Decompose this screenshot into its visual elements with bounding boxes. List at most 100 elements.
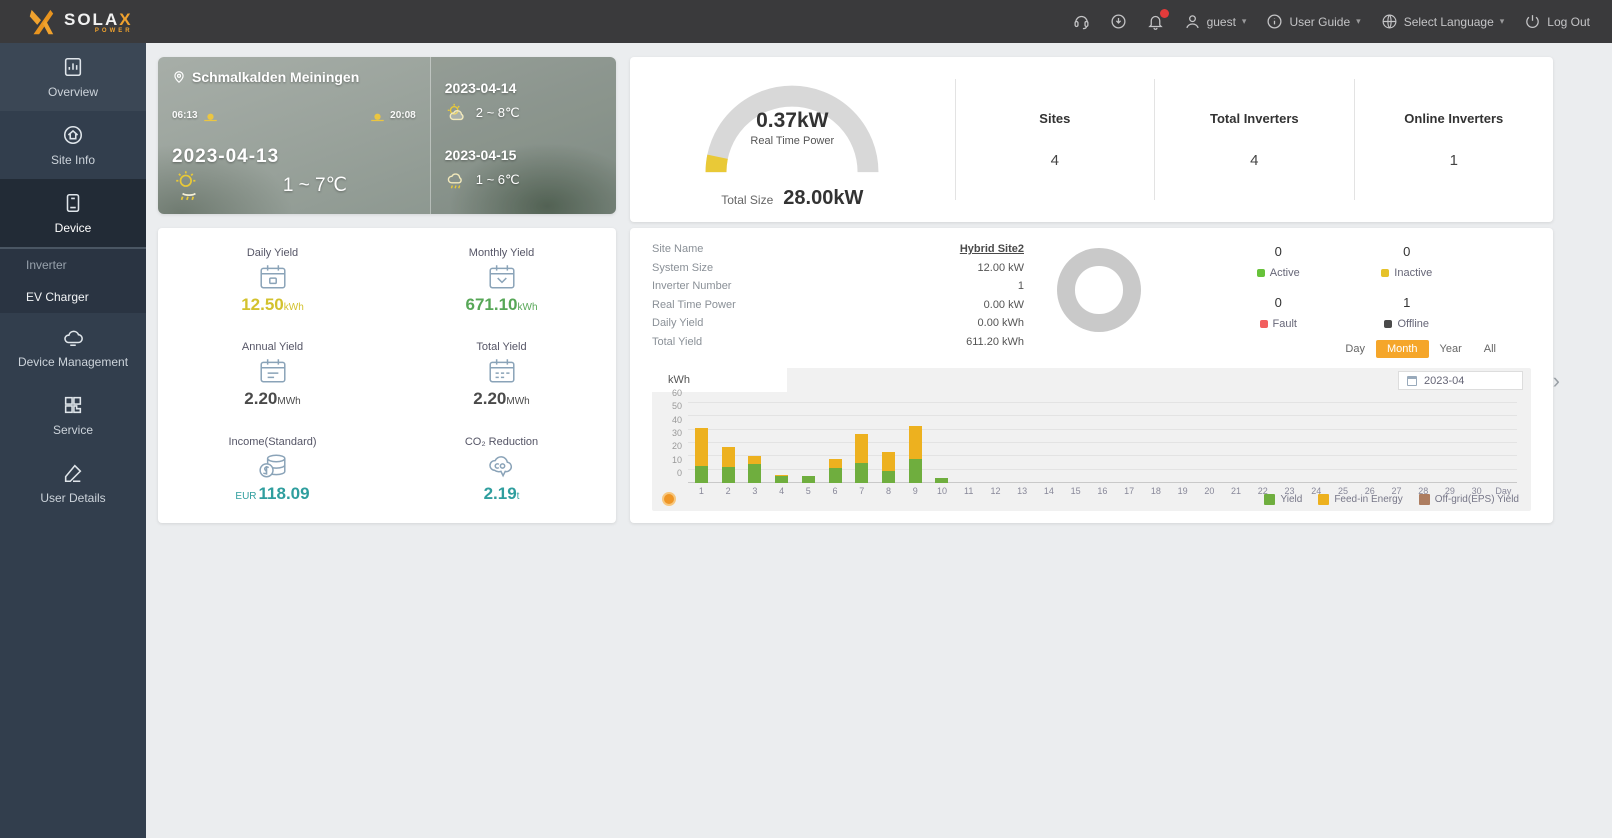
bar-stack[interactable]	[989, 403, 1002, 483]
support-headset-icon[interactable]	[1073, 13, 1090, 30]
sidebar-item-device[interactable]: Device	[0, 179, 146, 247]
value-number: 671.10	[465, 295, 518, 315]
range-button-all[interactable]: All	[1483, 343, 1496, 355]
bar-stack[interactable]	[748, 403, 762, 483]
bar-segment-feed-in-energy	[882, 452, 895, 471]
bar-stack[interactable]	[694, 403, 708, 483]
legend-label: Feed-in Energy	[1334, 493, 1403, 505]
bar-stack[interactable]	[1310, 403, 1323, 483]
cloud-icon	[62, 326, 84, 348]
power-summary-card: 0.37kW Real Time Power Total Size 28.00k…	[630, 57, 1553, 222]
chart-help-icon[interactable]	[662, 492, 676, 506]
expand-panel-chevron-icon[interactable]: ›	[1552, 368, 1560, 393]
bar-stack[interactable]	[1016, 403, 1029, 483]
yield-tile-daily-yield: Daily Yield 12.50kWh	[158, 234, 387, 328]
legend-item-feed-in-energy[interactable]: Feed-in Energy	[1318, 493, 1403, 505]
bar-stack[interactable]	[1203, 403, 1216, 483]
yield-tile-value: 2.20MWh	[244, 389, 300, 409]
bar-stack[interactable]	[935, 403, 949, 483]
bar-stack[interactable]	[1230, 403, 1243, 483]
device-icon	[62, 192, 84, 214]
x-axis-tick: 5	[805, 486, 811, 496]
x-axis-tick: 3	[752, 486, 758, 496]
brand-logo[interactable]: SOLAX POWER	[26, 7, 133, 37]
bar-stack[interactable]	[1336, 403, 1349, 483]
logout-button[interactable]: Log Out	[1524, 13, 1590, 30]
bar-stack[interactable]	[1256, 403, 1269, 483]
range-button-year[interactable]: Year	[1439, 343, 1462, 355]
sidebar-item-service[interactable]: Service	[0, 381, 146, 449]
value-number: 2.20	[473, 389, 507, 409]
stat-sites: Sites 4	[954, 79, 1154, 200]
bar-stack[interactable]	[828, 403, 842, 483]
forecast-row: 1 ~ 6℃	[445, 169, 602, 191]
x-axis-tick: 12	[990, 486, 1001, 496]
bar-slot-day-22	[1249, 403, 1276, 483]
bar-stack[interactable]	[962, 403, 975, 483]
bar-stack[interactable]	[1042, 403, 1055, 483]
x-axis-tick: 13	[1017, 486, 1028, 496]
bar-segment-feed-in-energy	[694, 428, 708, 466]
y-axis-tick: 60	[671, 388, 682, 398]
sidebar-item-site-info[interactable]: Site Info	[0, 111, 146, 179]
x-axis-tick: 19	[1177, 486, 1188, 496]
x-axis-tick: 21	[1231, 486, 1242, 496]
month-picker[interactable]: 2023-04	[1398, 371, 1523, 390]
bar-stack[interactable]	[1470, 403, 1483, 483]
bar-stack[interactable]	[721, 403, 735, 483]
bar-stack[interactable]	[1363, 403, 1376, 483]
sidebar-item-label: Device	[54, 221, 92, 235]
user-menu[interactable]: guest ▾	[1184, 13, 1246, 30]
bars-layer	[688, 403, 1517, 483]
bar-stack[interactable]	[1149, 403, 1162, 483]
site-detail-card: Site Name Hybrid Site2 System Size 12.00 kW…	[630, 228, 1553, 523]
status-dot	[1384, 320, 1393, 328]
tab-kwh[interactable]: kWh	[652, 368, 787, 393]
bar-segment-yield	[882, 471, 895, 483]
yield-tile-value: EUR 118.09	[235, 484, 309, 504]
bar-stack[interactable]	[1417, 403, 1430, 483]
legend-item-off-grid-eps-yield[interactable]: Off-grid(EPS) Yield	[1418, 493, 1519, 505]
site-info-row: Site Name Hybrid Site2	[652, 240, 1024, 259]
bar-stack[interactable]	[1069, 403, 1082, 483]
app-download-icon[interactable]	[1110, 13, 1127, 30]
bar-stack[interactable]	[1443, 403, 1456, 483]
site-info-label: Inverter Number	[652, 280, 732, 292]
sidebar-item-overview[interactable]: Overview	[0, 43, 146, 111]
bar-slot-day-14	[1036, 403, 1063, 483]
x-axis-tick: 28	[1418, 486, 1429, 496]
bar-stack[interactable]	[1390, 403, 1403, 483]
bar-stack[interactable]	[801, 403, 815, 483]
bar-stack[interactable]	[855, 403, 869, 483]
weather-date: 2023-04-13	[172, 146, 280, 167]
status-offline: 1 Offline	[1343, 295, 1472, 333]
yield-tile-label: Annual Yield	[241, 341, 304, 354]
value-number: 2.19	[483, 483, 517, 503]
sun-rain-icon	[176, 171, 196, 201]
bar-stack[interactable]	[1283, 403, 1296, 483]
user-guide-menu[interactable]: User Guide ▾	[1266, 13, 1361, 30]
notification-bell-icon[interactable]	[1147, 9, 1169, 30]
sidebar-item-device-management[interactable]: Device Management	[0, 313, 146, 381]
sidebar-item-user-details[interactable]: User Details	[0, 449, 146, 517]
user-person-icon	[1184, 13, 1201, 30]
site-info-value[interactable]: Hybrid Site2	[959, 243, 1024, 255]
bar-stack[interactable]	[1123, 403, 1136, 483]
total-size-label: Total Size	[721, 193, 774, 207]
range-button-day[interactable]: Day	[1345, 343, 1365, 355]
bar-segment-yield	[855, 463, 869, 483]
bar-stack[interactable]	[882, 403, 895, 483]
sidebar-subitem-ev-charger[interactable]: EV Charger	[26, 290, 89, 304]
bar-stack[interactable]	[1176, 403, 1189, 483]
legend-item-yield[interactable]: Yield	[1264, 493, 1302, 505]
bar-stack[interactable]	[908, 403, 922, 483]
bar-stack[interactable]	[775, 403, 789, 483]
status-label-text: Inactive	[1394, 267, 1433, 279]
sunset-time: 20:08	[390, 110, 416, 121]
bar-stack[interactable]	[1096, 403, 1109, 483]
stat-value: 1	[1449, 151, 1458, 169]
range-button-month[interactable]: Month	[1375, 340, 1429, 358]
sidebar-subitem-inverter[interactable]: Inverter	[26, 258, 67, 272]
language-menu[interactable]: Select Language ▾	[1381, 13, 1504, 30]
